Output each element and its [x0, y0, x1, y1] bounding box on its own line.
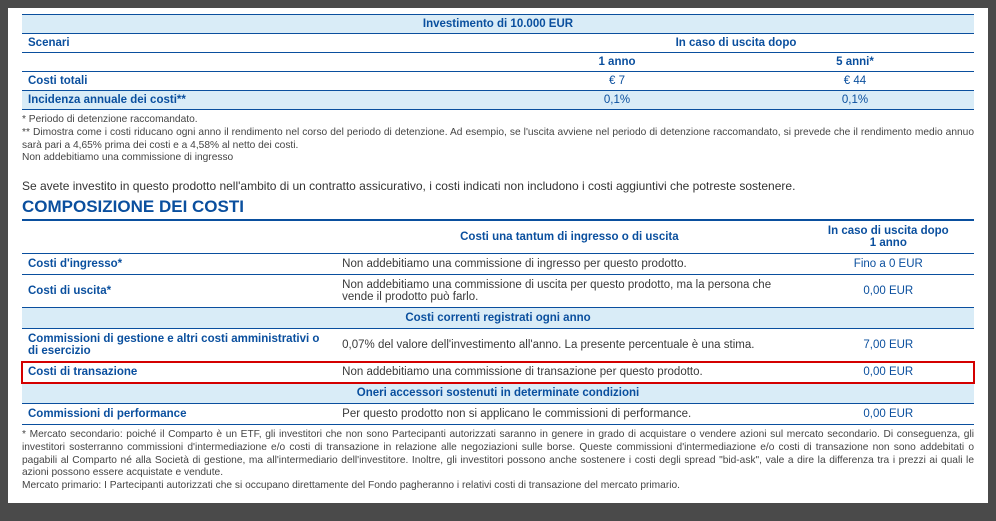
footnote-1b: ** Dimostra come i costi riducano ogni a…: [22, 127, 974, 153]
empty-cell: [22, 53, 498, 72]
mgmt-costs-val: 7,00 EUR: [803, 329, 974, 362]
footnote-2b: Mercato primario: I Partecipanti autoriz…: [22, 480, 974, 493]
ongoing-header: Costi correnti registrati ogni anno: [22, 308, 974, 329]
perf-fees-label: Commissioni di performance: [22, 404, 336, 425]
entry-costs-label: Costi d'ingresso*: [22, 254, 336, 275]
footnote-2a: * Mercato secondario: poiché il Comparto…: [22, 429, 974, 480]
investment-header: Investimento di 10.000 EUR: [22, 15, 974, 34]
mgmt-costs-desc: 0,07% del valore dell'investimento all'a…: [336, 329, 802, 362]
footnote-1c: Non addebitiamo una commissione di ingre…: [22, 152, 974, 165]
exit-costs-label: Costi di uscita*: [22, 275, 336, 308]
annual-impact-y1: 0,1%: [498, 91, 736, 110]
exit-after-line2: 1 anno: [809, 237, 968, 249]
exit-label: In caso di uscita dopo: [498, 34, 974, 53]
insurance-note: Se avete investito in questo prodotto ne…: [22, 179, 974, 193]
footnote-1a: * Periodo di detenzione raccomandato.: [22, 114, 974, 127]
perf-fees-val: 0,00 EUR: [803, 404, 974, 425]
exit-after-line1: In caso di uscita dopo: [809, 225, 968, 237]
document-page: Investimento di 10.000 EUR Scenari In ca…: [8, 8, 988, 503]
section-title-composition: COMPOSIZIONE DEI COSTI: [22, 197, 974, 221]
trans-costs-val: 0,00 EUR: [803, 362, 974, 383]
perf-fees-desc: Per questo prodotto non si applicano le …: [336, 404, 802, 425]
total-costs-y5: € 44: [736, 72, 974, 91]
period-1: 1 anno: [498, 53, 736, 72]
transaction-costs-row: Costi di transazione Non addebitiamo una…: [22, 362, 974, 383]
total-costs-label: Costi totali: [22, 72, 498, 91]
annual-impact-label: Incidenza annuale dei costi**: [22, 91, 498, 110]
cost-composition-table: Costi una tantum di ingresso o di uscita…: [22, 221, 974, 425]
footnotes-block-2: * Mercato secondario: poiché il Comparto…: [22, 429, 974, 493]
exit-costs-val: 0,00 EUR: [803, 275, 974, 308]
period-2: 5 anni*: [736, 53, 974, 72]
entry-costs-val: Fino a 0 EUR: [803, 254, 974, 275]
one-off-header: Costi una tantum di ingresso o di uscita: [336, 221, 802, 254]
trans-costs-desc: Non addebitiamo una commissione di trans…: [336, 362, 802, 383]
entry-costs-desc: Non addebitiamo una commissione di ingre…: [336, 254, 802, 275]
incidental-header: Oneri accessori sostenuti in determinate…: [22, 383, 974, 404]
empty-cell: [22, 221, 336, 254]
annual-impact-y5: 0,1%: [736, 91, 974, 110]
scenari-label: Scenari: [22, 34, 498, 53]
total-costs-y1: € 7: [498, 72, 736, 91]
costs-over-time-table: Investimento di 10.000 EUR Scenari In ca…: [22, 14, 974, 110]
exit-after-header: In caso di uscita dopo 1 anno: [803, 221, 974, 254]
footnotes-block-1: * Periodo di detenzione raccomandato. **…: [22, 114, 974, 165]
exit-costs-desc: Non addebitiamo una commissione di uscit…: [336, 275, 802, 308]
mgmt-costs-label: Commissioni di gestione e altri costi am…: [22, 329, 336, 362]
trans-costs-label: Costi di transazione: [22, 362, 336, 383]
